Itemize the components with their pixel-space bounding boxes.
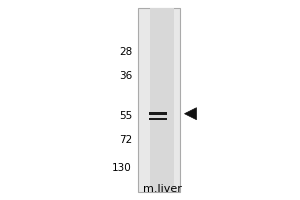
Bar <box>148 112 166 115</box>
Text: 28: 28 <box>119 47 132 57</box>
Text: m.liver: m.liver <box>142 184 182 194</box>
Text: 36: 36 <box>119 71 132 81</box>
Text: 72: 72 <box>119 135 132 145</box>
Polygon shape <box>184 108 196 120</box>
Text: 130: 130 <box>112 163 132 173</box>
Bar <box>148 118 166 120</box>
Bar <box>150 8 174 192</box>
Text: 55: 55 <box>119 111 132 121</box>
Bar <box>138 8 180 192</box>
